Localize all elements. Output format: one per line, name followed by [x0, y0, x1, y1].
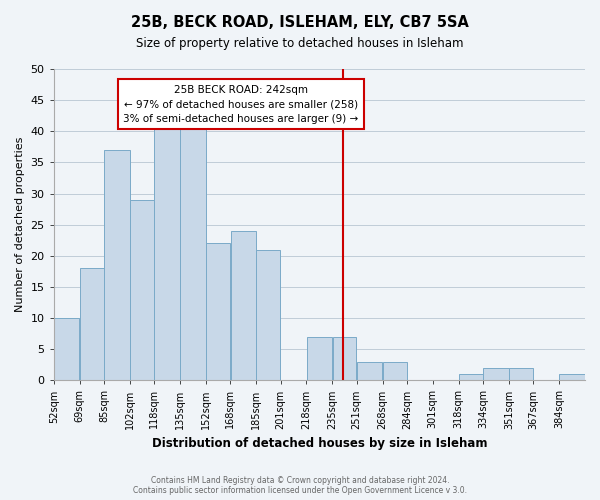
Bar [383, 362, 407, 380]
Y-axis label: Number of detached properties: Number of detached properties [15, 137, 25, 312]
Bar [206, 244, 230, 380]
Bar [509, 368, 533, 380]
X-axis label: Distribution of detached houses by size in Isleham: Distribution of detached houses by size … [152, 437, 487, 450]
Bar [256, 250, 280, 380]
Bar [483, 368, 509, 380]
Text: Size of property relative to detached houses in Isleham: Size of property relative to detached ho… [136, 38, 464, 51]
Bar [357, 362, 382, 380]
Text: 25B, BECK ROAD, ISLEHAM, ELY, CB7 5SA: 25B, BECK ROAD, ISLEHAM, ELY, CB7 5SA [131, 15, 469, 30]
Bar [104, 150, 130, 380]
Bar [459, 374, 483, 380]
Bar [332, 336, 356, 380]
Bar [230, 231, 256, 380]
Text: 25B BECK ROAD: 242sqm
← 97% of detached houses are smaller (258)
3% of semi-deta: 25B BECK ROAD: 242sqm ← 97% of detached … [123, 84, 358, 124]
Bar [154, 125, 180, 380]
Bar [181, 125, 206, 380]
Bar [54, 318, 79, 380]
Bar [307, 336, 332, 380]
Bar [130, 200, 154, 380]
Bar [559, 374, 585, 380]
Bar [80, 268, 104, 380]
Text: Contains HM Land Registry data © Crown copyright and database right 2024.
Contai: Contains HM Land Registry data © Crown c… [133, 476, 467, 495]
